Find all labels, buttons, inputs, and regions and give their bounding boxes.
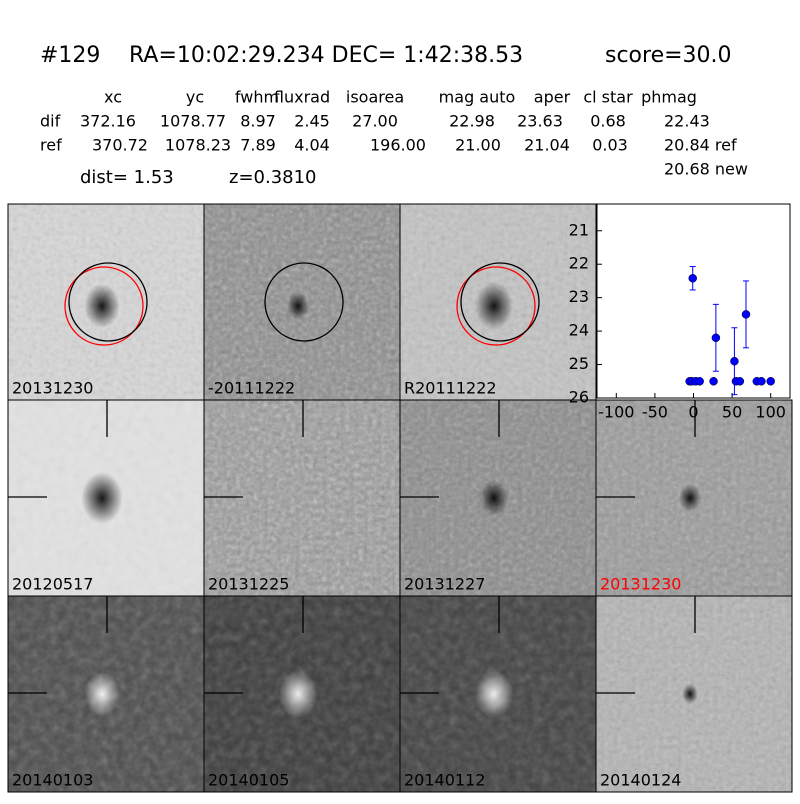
x-tick-label: 100 <box>755 403 786 422</box>
panel-label: 20120517 <box>12 575 93 594</box>
column-header: cl star <box>583 88 633 107</box>
image-panel: 20120517 <box>7 399 205 597</box>
cell: 4.04 <box>294 136 330 155</box>
cell: 0.03 <box>592 136 628 155</box>
panel-label: -20111222 <box>208 379 295 398</box>
point <box>695 377 704 386</box>
cell: 21.04 <box>524 136 570 155</box>
x-tick-label: 0 <box>688 403 698 422</box>
y-tick-label: 23 <box>569 287 589 306</box>
phmag-new: 20.68 new <box>664 160 748 179</box>
aperture-circle <box>460 262 540 342</box>
aperture-circle <box>68 262 148 342</box>
source <box>678 484 702 512</box>
image-panel: -20111222 <box>203 203 401 401</box>
source <box>474 670 514 718</box>
image-panel: 20140105 <box>203 595 401 793</box>
x-tick-label: 50 <box>722 403 742 422</box>
source <box>84 284 120 328</box>
dist: dist= 1.53 <box>80 167 174 188</box>
column-header: aper <box>534 88 571 107</box>
point <box>735 377 745 386</box>
point <box>711 333 721 343</box>
cell: 1078.77 <box>160 112 226 131</box>
source <box>286 292 310 320</box>
panel-border <box>595 595 793 793</box>
panel-label: 20131225 <box>208 575 289 594</box>
image-panel: R20111222 <box>399 203 597 401</box>
image-panel: 20140112 <box>399 595 597 793</box>
row-label: ref <box>40 136 62 155</box>
aperture-circle <box>264 262 344 342</box>
source <box>278 670 318 718</box>
redshift: z=0.3810 <box>229 167 317 188</box>
candidate-id: #129 <box>40 43 100 68</box>
cell: 196.00 <box>370 136 426 155</box>
column-header: yc <box>186 88 204 107</box>
panel-label: 20131230 <box>12 379 93 398</box>
cell: 372.16 <box>80 112 136 131</box>
column-header: fluxrad <box>274 88 330 107</box>
cell: 2.45 <box>294 112 330 131</box>
cell: 370.72 <box>92 136 148 155</box>
image-panel: 20131230 <box>7 203 205 401</box>
panel-label: 20140103 <box>12 771 93 790</box>
point <box>688 274 697 283</box>
image-panel: 20131225 <box>203 399 401 597</box>
column-header: mag auto <box>439 88 516 107</box>
image-noise <box>204 400 400 596</box>
y-tick-label: 21 <box>569 220 589 239</box>
source <box>84 672 120 716</box>
cell: 1078.23 <box>165 136 231 155</box>
source <box>81 472 123 524</box>
panel-label: 20131230 <box>600 575 681 594</box>
panels: 20131230 -20111222 R20111222 20120517 201312… <box>7 203 793 793</box>
column-header: xc <box>104 88 122 107</box>
aperture-circle <box>456 266 536 346</box>
column-header: isoarea <box>346 88 404 107</box>
point <box>766 377 775 386</box>
cell: 21.00 <box>455 136 501 155</box>
x-tick-label: -50 <box>642 403 668 422</box>
panel-label: 20131227 <box>404 575 485 594</box>
panel-label: R20111222 <box>404 379 497 398</box>
cell: 7.89 <box>240 136 276 155</box>
x-tick-label: -100 <box>598 403 634 422</box>
cell: 22.98 <box>449 112 495 131</box>
cell: 8.97 <box>240 112 276 131</box>
cell: 20.84 ref <box>664 136 737 155</box>
point <box>709 377 718 386</box>
y-tick-label: 25 <box>569 354 589 373</box>
image-panel: 20140103 <box>7 595 205 793</box>
light-curve: 21 22 23 24 25 26 -100 -50 0 50 100 <box>569 203 791 422</box>
column-header: fwhm <box>235 88 279 107</box>
coordinates: RA=10:02:29.234 DEC= 1:42:38.53 <box>129 43 523 68</box>
panel-label: 20140105 <box>208 771 289 790</box>
image-panel: 20131227 <box>399 399 597 597</box>
cell: 22.43 <box>664 112 710 131</box>
score: score=30.0 <box>605 43 732 68</box>
y-tick-label: 24 <box>569 321 589 340</box>
point <box>730 356 739 366</box>
point <box>757 377 766 386</box>
point <box>741 310 751 319</box>
cell: 23.63 <box>517 112 563 131</box>
image-panel: 20140124 <box>595 595 793 793</box>
cell: 27.00 <box>352 112 398 131</box>
panel-label: 20140112 <box>404 771 485 790</box>
aperture-circle <box>64 266 144 346</box>
column-header: phmag <box>641 88 697 107</box>
source <box>682 684 698 704</box>
panel-label: 20140124 <box>600 771 681 790</box>
cell: 0.68 <box>590 112 626 131</box>
source <box>474 282 514 330</box>
row-label: dif <box>40 112 61 131</box>
image-panel: 20131230 <box>595 399 793 597</box>
source <box>479 480 509 516</box>
y-tick-label: 26 <box>569 388 589 407</box>
y-tick-label: 22 <box>569 254 589 273</box>
plot-area <box>596 203 791 399</box>
